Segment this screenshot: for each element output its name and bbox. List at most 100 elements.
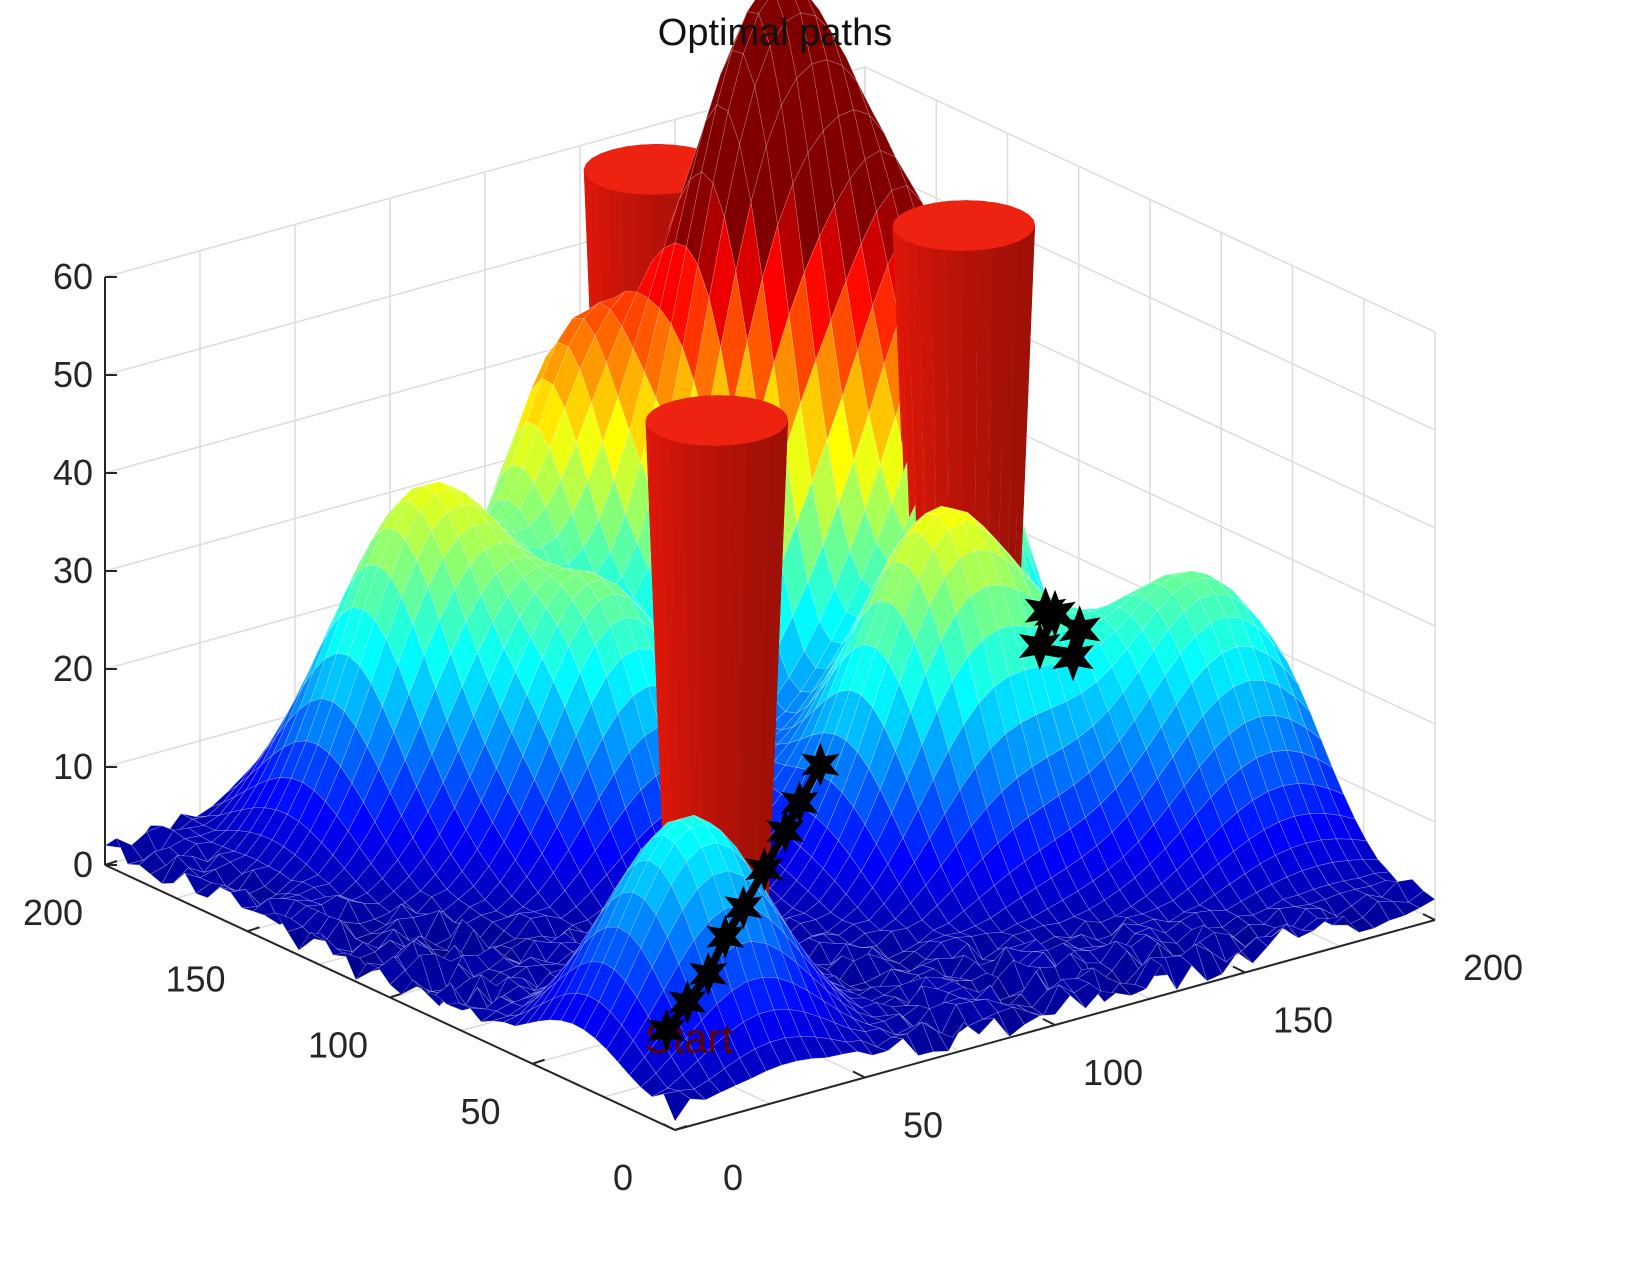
surface-cell xyxy=(598,872,626,916)
surface-cell xyxy=(1225,767,1253,813)
y-tick-label: 150 xyxy=(165,958,225,999)
y-tick xyxy=(532,1058,545,1065)
surface-cell xyxy=(1179,943,1208,982)
surface-cell xyxy=(1012,1006,1041,1026)
path-marker xyxy=(1058,605,1101,654)
surface-cell xyxy=(1240,937,1269,964)
surface-cell xyxy=(1100,940,1128,972)
surface-cell xyxy=(401,979,429,995)
surface-cell xyxy=(275,880,304,895)
surface-cell xyxy=(408,856,436,892)
surface-cell xyxy=(344,846,372,882)
surface-cell xyxy=(1047,747,1075,796)
surface-cell xyxy=(1255,928,1284,947)
x-tick-label: 150 xyxy=(1273,1000,1333,1041)
surface-cell xyxy=(1328,787,1356,820)
surface-cell xyxy=(484,464,512,516)
surface-cell xyxy=(780,950,809,992)
surface-cell xyxy=(381,501,410,530)
surface-cell xyxy=(1118,982,1147,996)
surface-cell xyxy=(1195,943,1223,982)
path-marker xyxy=(1034,589,1076,638)
surface-cell xyxy=(1218,580,1246,606)
surface-cell xyxy=(313,614,341,671)
surface-cell xyxy=(184,872,213,895)
surface-cell xyxy=(1161,703,1189,758)
surface-cell xyxy=(723,1057,752,1086)
surface-cell xyxy=(1130,598,1158,630)
surface-cell xyxy=(1271,641,1299,685)
surface-cell xyxy=(298,887,327,902)
surface-cell xyxy=(677,1088,707,1101)
z-tick-label: 60 xyxy=(53,256,93,297)
surface-cell xyxy=(1278,685,1307,729)
z-tick-label: 40 xyxy=(53,452,93,493)
surface-cell xyxy=(115,837,144,865)
surface-cell xyxy=(1312,784,1341,816)
surface-cell xyxy=(895,1021,923,1036)
x-tick xyxy=(1422,913,1436,921)
surface-cell xyxy=(355,862,383,894)
surface-cell xyxy=(1233,680,1261,723)
surface-cell xyxy=(1236,646,1265,681)
surface-cell xyxy=(1233,590,1261,622)
surface-cell xyxy=(1149,927,1178,944)
surface-cell xyxy=(1103,606,1132,632)
surface-cell xyxy=(366,878,395,905)
surface-cell xyxy=(808,0,832,31)
surface-cell xyxy=(1259,714,1288,753)
surface-cell xyxy=(283,700,311,748)
surface-cell xyxy=(363,565,391,621)
surface-cell xyxy=(925,941,953,960)
surface-cell xyxy=(191,815,221,826)
surface-cell xyxy=(1042,922,1071,939)
surface-cell xyxy=(1148,956,1177,991)
surface-cell xyxy=(560,932,588,972)
surface-cell xyxy=(1244,604,1272,642)
surface-cell xyxy=(1092,710,1120,759)
surface-cell xyxy=(1001,1003,1029,1013)
surface-cell xyxy=(1335,838,1364,861)
surface-cell xyxy=(682,1060,710,1090)
y-tick-label: 200 xyxy=(23,892,83,933)
surface-cell xyxy=(343,921,372,940)
surface-cell xyxy=(1377,901,1406,921)
path-marker xyxy=(706,914,745,959)
surface-cell xyxy=(1019,939,1049,952)
surface-cell xyxy=(849,932,878,949)
surface-cell xyxy=(1259,621,1288,661)
surface-cell xyxy=(511,556,539,578)
surface-cell xyxy=(370,918,398,934)
surface-cell xyxy=(856,1011,886,1026)
surface-cell xyxy=(294,698,323,743)
surface-cell xyxy=(746,976,775,1015)
surface-cell xyxy=(606,1024,634,1063)
z-tick-label: 50 xyxy=(53,354,93,395)
path-marker xyxy=(647,1008,686,1053)
surface-cell xyxy=(1274,847,1303,878)
surface-cell xyxy=(1146,934,1174,956)
path-marker xyxy=(689,951,728,996)
path-marker xyxy=(801,742,840,787)
surface-cell xyxy=(1111,950,1139,987)
surface-cell xyxy=(298,932,326,951)
surface-cell xyxy=(1175,570,1204,583)
surface-cell xyxy=(594,1011,623,1050)
surface-cell xyxy=(1032,950,1060,971)
surface-cell xyxy=(1354,885,1383,898)
surface-cell xyxy=(385,903,414,926)
surface-cell xyxy=(1225,616,1254,648)
surface-cell xyxy=(256,839,285,867)
surface-cell xyxy=(450,488,479,508)
surface-cell xyxy=(434,919,463,951)
surface-cell xyxy=(1301,865,1330,890)
surface-cell xyxy=(138,851,167,875)
surface-cell xyxy=(461,955,490,978)
path-marker xyxy=(1052,633,1094,682)
axes: 0 50 100 150 200 0 50 100 150 200 0 10 20 30 40 50 60 xyxy=(23,256,1523,1198)
x-tick xyxy=(662,1123,676,1131)
surface-cell xyxy=(370,502,398,542)
surface-cell xyxy=(218,850,247,863)
surface-cell xyxy=(279,854,307,881)
surface-cell xyxy=(1202,577,1231,596)
